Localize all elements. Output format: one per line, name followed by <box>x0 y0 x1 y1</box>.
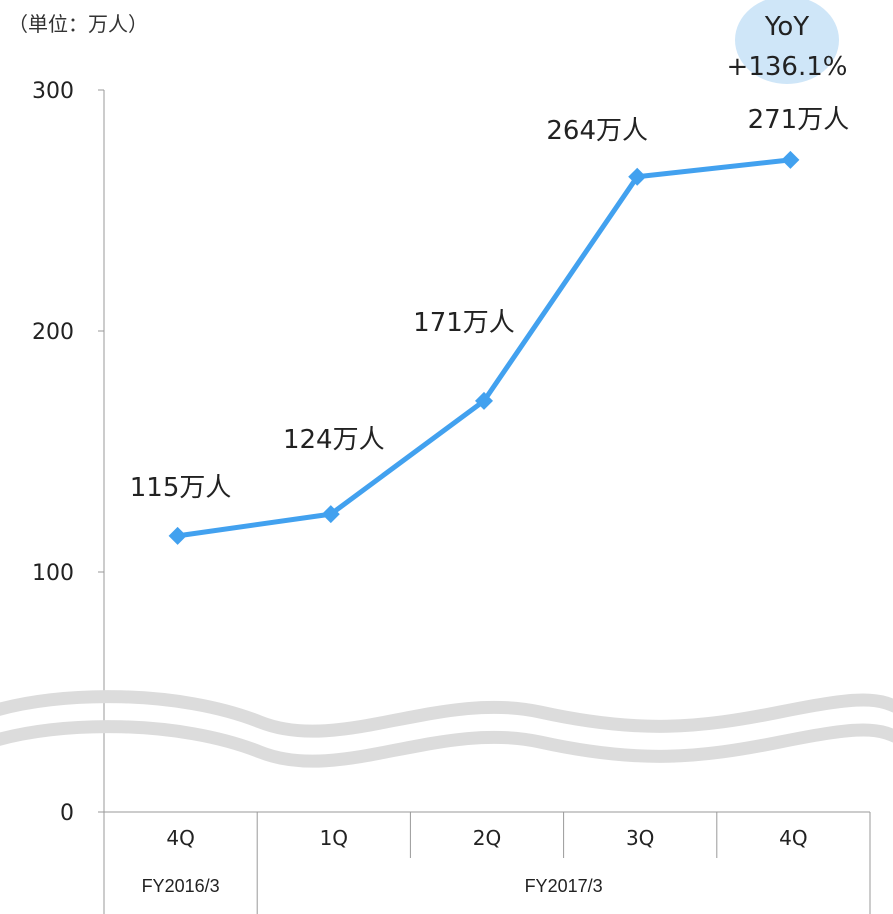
yoy-value: +136.1% <box>726 52 848 82</box>
data-point-marker <box>321 505 340 524</box>
data-label: 124万人 <box>283 425 385 455</box>
data-label: 264万人 <box>546 116 648 146</box>
unit-label: （単位：万人） <box>8 12 148 36</box>
data-point-marker <box>475 391 493 410</box>
x-tick-label: 2Q <box>473 826 501 850</box>
y-tick-label: 0 <box>60 801 74 826</box>
y-tick-label: 300 <box>32 79 74 104</box>
data-label: 171万人 <box>413 308 515 338</box>
x-tick-label: 4Q <box>779 826 807 850</box>
data-point-marker <box>628 167 647 186</box>
group-label: FY2016/3 <box>142 876 220 896</box>
group-label: FY2017/3 <box>525 876 603 896</box>
y-tick-label: 100 <box>32 561 74 586</box>
y-tick-label: 200 <box>32 320 74 345</box>
series-line <box>177 157 791 539</box>
x-tick-label: 1Q <box>320 826 348 850</box>
axis-break-wave <box>0 690 893 738</box>
data-label: 271万人 <box>748 105 850 135</box>
yoy-badge <box>735 0 839 84</box>
data-label: 115万人 <box>130 473 232 503</box>
data-point-marker <box>168 526 187 545</box>
axis-break-wave <box>0 720 893 768</box>
x-tick-label: 3Q <box>626 826 654 850</box>
x-tick-label: 4Q <box>166 826 194 850</box>
data-point-marker <box>781 150 800 169</box>
yoy-label: YoY <box>764 12 810 42</box>
